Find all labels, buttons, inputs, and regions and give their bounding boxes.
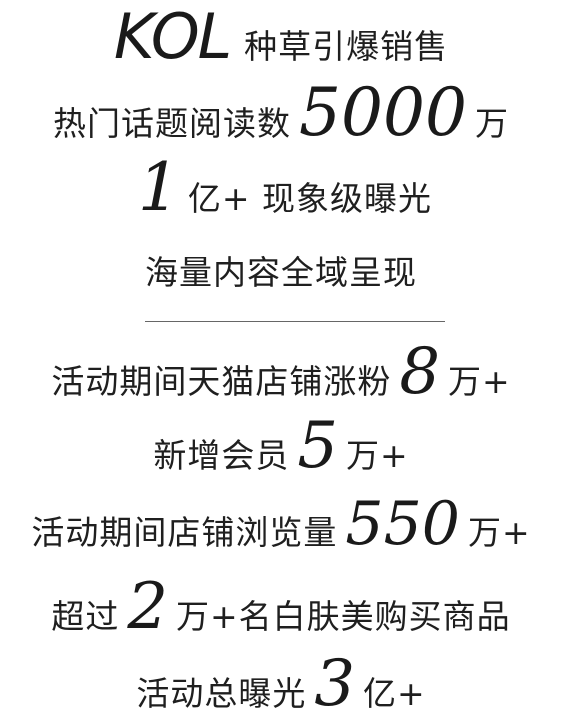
store-views-unit: 万+ (467, 513, 531, 552)
line-tmall-followers: 活动期间天猫店铺涨粉 8 万+ (0, 340, 562, 404)
kol-big-text: KOL (113, 0, 232, 73)
store-views-label: 活动期间店铺浏览量 (31, 513, 338, 552)
line-store-views: 活动期间店铺浏览量 550 万+ (0, 494, 562, 554)
section-divider (145, 321, 445, 322)
total-exposure-number: 3 (314, 647, 356, 721)
topic-reads-number: 5000 (299, 74, 467, 151)
new-members-number: 5 (297, 409, 339, 483)
line-new-members: 新增会员 5 万+ (0, 414, 562, 478)
total-exposure-unit: 亿+ (363, 674, 426, 713)
line-total-exposure: 活动总曝光 3 亿+ (0, 652, 562, 716)
tmall-followers-label: 活动期间天猫店铺涨粉 (51, 362, 392, 401)
tmall-followers-number: 8 (399, 335, 441, 409)
tmall-followers-unit: 万+ (448, 362, 511, 401)
exposure-caption: 亿+ 现象级曝光 (187, 179, 433, 218)
store-views-number: 550 (345, 489, 460, 559)
total-exposure-label: 活动总曝光 (136, 674, 307, 713)
buyers-caption: 万+名白肤美购买商品 (176, 597, 511, 636)
buyers-number: 2 (127, 570, 169, 644)
full-domain-caption: 海量内容全域呈现 (145, 253, 417, 292)
line-full-domain: 海量内容全域呈现 (0, 246, 562, 294)
new-members-unit: 万+ (346, 436, 409, 475)
exposure-number: 1 (137, 149, 180, 226)
line-kol-seeding: KOL 种草引爆销售 (0, 6, 562, 68)
line-topic-reads: 热门话题阅读数 5000 万 (0, 80, 562, 146)
line-buyers: 超过 2 万+名白肤美购买商品 (0, 575, 562, 639)
buyers-prefix: 超过 (51, 597, 120, 636)
kol-caption: 种草引爆销售 (244, 27, 449, 66)
line-exposure: 1 亿+ 现象级曝光 (0, 155, 562, 221)
topic-reads-label: 热门话题阅读数 (53, 104, 292, 143)
topic-reads-unit: 万 (474, 104, 509, 143)
new-members-label: 新增会员 (153, 436, 290, 475)
